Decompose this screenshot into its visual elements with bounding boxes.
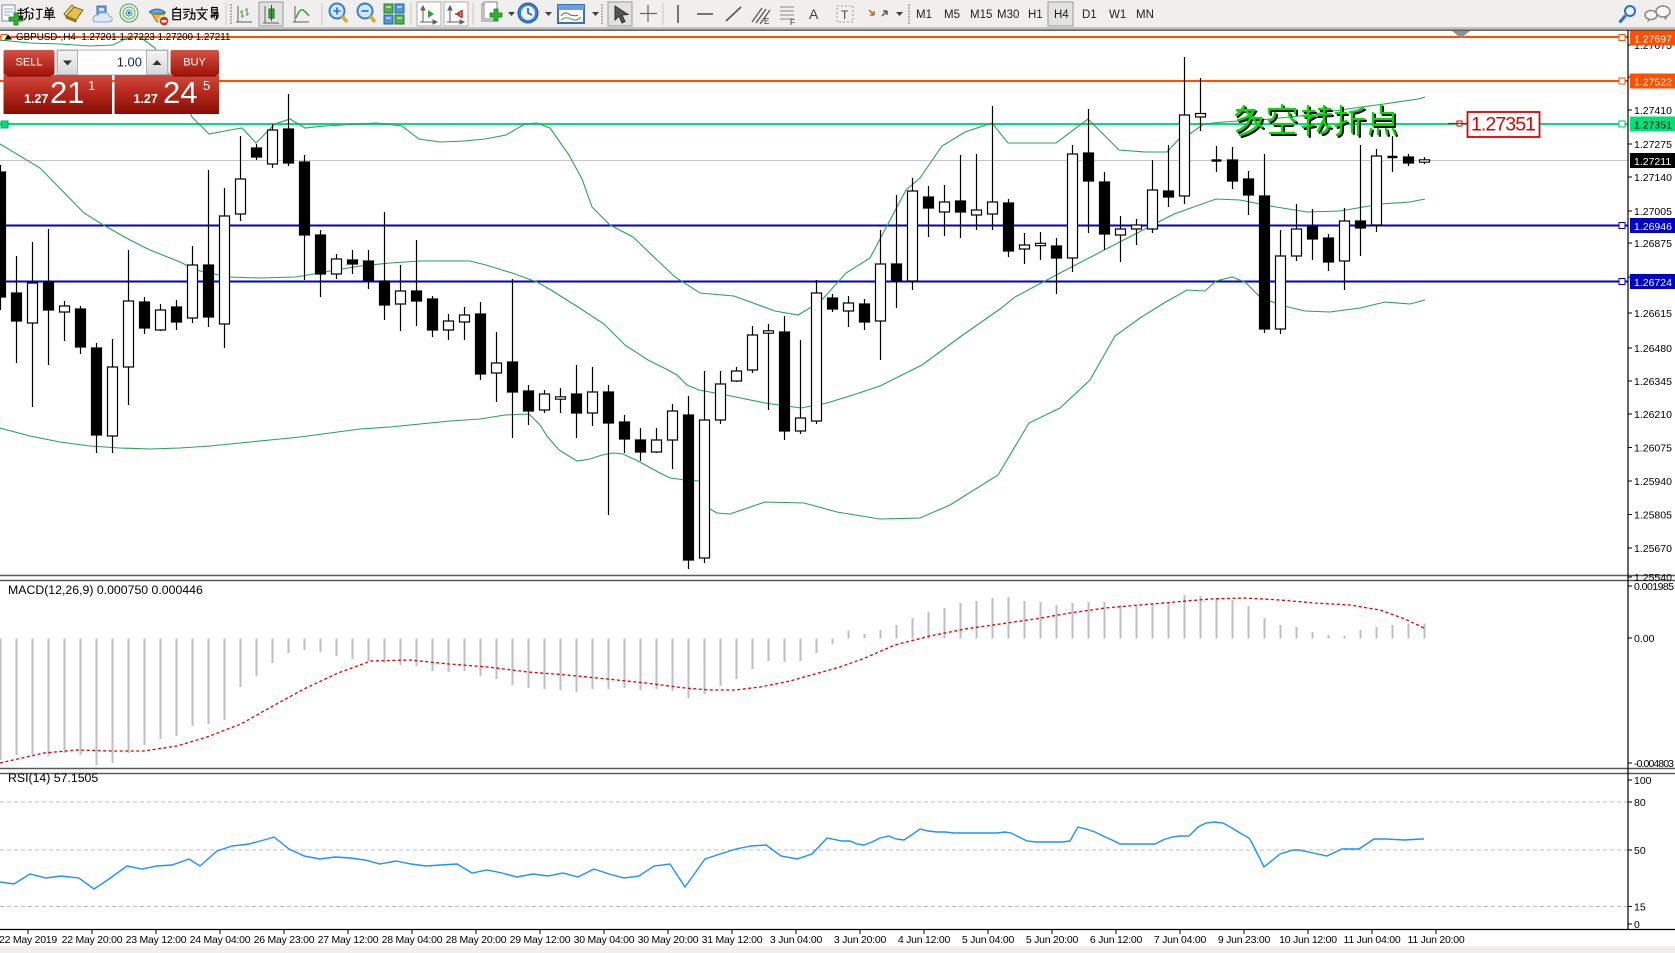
svg-text:1.27410: 1.27410	[1634, 105, 1672, 117]
svg-text:BUY: BUY	[183, 57, 206, 69]
svg-text:1.26946: 1.26946	[1634, 221, 1672, 233]
svg-text:29 May 12:00: 29 May 12:00	[510, 934, 571, 946]
svg-text:M1: M1	[916, 9, 932, 21]
svg-text:E: E	[764, 17, 769, 26]
svg-text:0.00: 0.00	[1634, 633, 1655, 645]
svg-text:H1: H1	[1028, 9, 1043, 21]
svg-text:5 Jun 20:00: 5 Jun 20:00	[1026, 934, 1079, 946]
svg-text:11 Jun 20:00: 11 Jun 20:00	[1408, 934, 1465, 946]
svg-text:10 Jun 12:00: 10 Jun 12:00	[1279, 934, 1337, 946]
svg-text:27 May 12:00: 27 May 12:00	[318, 934, 379, 946]
svg-text:23 May 12:00: 23 May 12:00	[126, 934, 187, 946]
svg-text:1.25540: 1.25540	[1634, 572, 1672, 584]
svg-text:MN: MN	[1136, 9, 1154, 21]
svg-text:80: 80	[1634, 797, 1646, 809]
svg-text:26 May 23:00: 26 May 23:00	[254, 934, 315, 946]
svg-text:1.26210: 1.26210	[1634, 409, 1672, 421]
svg-text:28 May 20:00: 28 May 20:00	[446, 934, 507, 946]
svg-text:H4: H4	[1054, 9, 1069, 21]
svg-text:1.27275: 1.27275	[1634, 139, 1672, 151]
svg-text:21: 21	[50, 75, 84, 110]
svg-text:1.26480: 1.26480	[1634, 343, 1672, 355]
svg-text:1: 1	[88, 78, 95, 93]
svg-text:1.27697: 1.27697	[1634, 34, 1672, 46]
svg-text:A: A	[809, 6, 819, 22]
svg-text:0: 0	[1634, 919, 1640, 931]
svg-text:1.26075: 1.26075	[1634, 443, 1672, 455]
svg-text:3 Jun 04:00: 3 Jun 04:00	[770, 934, 823, 946]
svg-text:M15: M15	[970, 9, 992, 21]
svg-text:D1: D1	[1082, 9, 1097, 21]
svg-text:1.27: 1.27	[134, 92, 158, 106]
svg-text:100: 100	[1634, 775, 1652, 787]
svg-text:4 Jun 12:00: 4 Jun 12:00	[898, 934, 951, 946]
svg-text:1.27351: 1.27351	[1471, 114, 1536, 136]
svg-text:M5: M5	[944, 9, 960, 21]
svg-text:1.25940: 1.25940	[1634, 476, 1672, 488]
svg-text:5 Jun 04:00: 5 Jun 04:00	[962, 934, 1015, 946]
svg-text:1.26875: 1.26875	[1634, 238, 1672, 250]
svg-text:1.27351: 1.27351	[1634, 120, 1672, 132]
svg-text:1.26345: 1.26345	[1634, 376, 1672, 388]
svg-text:9 Jun 23:00: 9 Jun 23:00	[1218, 934, 1271, 946]
svg-text:50: 50	[1634, 845, 1646, 857]
svg-text:GBPUSD-,H4 1.27201 1.27223 1.: GBPUSD-,H4 1.27201 1.27223 1.27200 1.272…	[16, 32, 230, 43]
svg-text:1.27522: 1.27522	[1634, 77, 1672, 89]
svg-text:1.25670: 1.25670	[1634, 543, 1672, 555]
svg-text:1.26615: 1.26615	[1634, 308, 1672, 320]
svg-text:22 May 2019: 22 May 2019	[0, 934, 57, 946]
svg-text:-0.004803: -0.004803	[1634, 758, 1674, 770]
svg-text:1.27140: 1.27140	[1634, 172, 1672, 184]
svg-text:M30: M30	[997, 9, 1019, 21]
svg-text:F: F	[790, 18, 795, 27]
svg-text:7 Jun 04:00: 7 Jun 04:00	[1154, 934, 1207, 946]
svg-text:31 May 12:00: 31 May 12:00	[702, 934, 763, 946]
svg-text:1.26724: 1.26724	[1634, 277, 1672, 289]
svg-text:6 Jun 12:00: 6 Jun 12:00	[1090, 934, 1143, 946]
svg-text:1.00: 1.00	[117, 55, 142, 70]
svg-text:28 May 04:00: 28 May 04:00	[382, 934, 443, 946]
svg-text:3 Jun 20:00: 3 Jun 20:00	[834, 934, 887, 946]
svg-text:30 May 20:00: 30 May 20:00	[638, 934, 699, 946]
svg-text:24 May 04:00: 24 May 04:00	[190, 934, 251, 946]
svg-text:1.27211: 1.27211	[1634, 156, 1671, 168]
svg-text:24: 24	[163, 75, 197, 110]
svg-text:MACD(12,26,9) 0.000750 0.00044: MACD(12,26,9) 0.000750 0.000446	[8, 583, 203, 597]
svg-text:22 May 20:00: 22 May 20:00	[62, 934, 123, 946]
svg-text:15: 15	[1634, 902, 1646, 914]
svg-text:5: 5	[203, 78, 210, 93]
svg-text:T: T	[841, 8, 849, 22]
svg-text:11 Jun 04:00: 11 Jun 04:00	[1344, 934, 1401, 946]
svg-text:1.27005: 1.27005	[1634, 206, 1672, 218]
svg-text:SELL: SELL	[16, 57, 43, 69]
svg-text:1.25805: 1.25805	[1634, 510, 1672, 522]
svg-text:1.27: 1.27	[24, 92, 48, 106]
svg-text:30 May 04:00: 30 May 04:00	[574, 934, 635, 946]
svg-text:0.001985: 0.001985	[1634, 581, 1674, 593]
svg-text:RSI(14) 57.1505: RSI(14) 57.1505	[8, 771, 98, 785]
svg-text:W1: W1	[1109, 9, 1126, 21]
